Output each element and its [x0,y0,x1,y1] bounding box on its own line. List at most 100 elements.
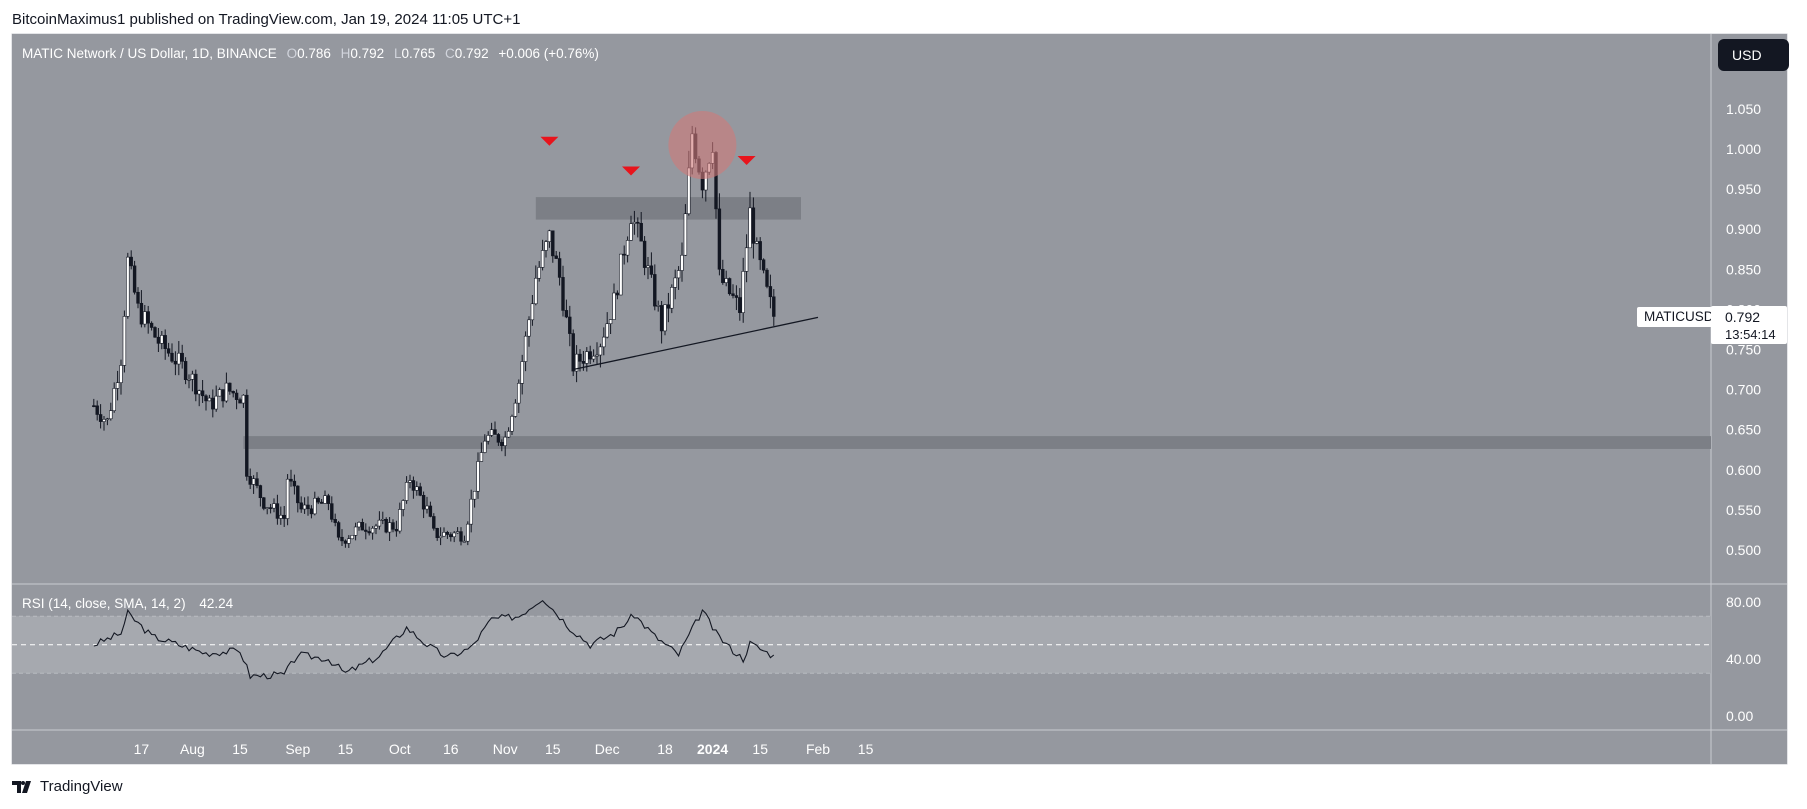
candle-down [296,485,300,504]
rsi-legend: RSI (14, close, SMA, 14, 2) 42.24 [22,596,233,611]
candle-down [581,361,586,364]
candle-up [374,525,378,529]
candle-up [279,514,283,519]
candle-up [574,353,579,372]
tradingview-brand[interactable]: TradingView [12,778,123,795]
bar-countdown: 13:54:14 [1725,327,1776,342]
candle-up [585,351,589,364]
candle-down [200,390,205,397]
candle-down [551,230,555,257]
candle-down [418,486,422,496]
currency-button[interactable]: USD [1718,39,1789,71]
candle-up [534,277,538,305]
time-tick-label: 15 [858,741,874,757]
time-tick-label: Sep [285,741,310,757]
candle-down [500,441,504,446]
candle-up [676,270,681,279]
rsi-tick-label: 0.00 [1726,708,1753,724]
candle-up [748,207,752,249]
high-value: 0.792 [350,46,385,61]
candle-down [299,502,303,510]
candle-down [636,221,640,224]
candle-down [262,497,266,509]
candle-down [316,497,320,503]
price-tick-label: 0.900 [1726,221,1761,237]
candle-up [510,416,514,432]
candle-up [438,535,443,539]
candle-down [727,278,732,295]
candle-down [238,399,242,404]
candle-up [387,522,392,533]
candle-down [421,495,426,510]
time-tick-label: Oct [389,741,411,757]
candle-down [659,305,664,332]
candle-down [98,414,103,422]
candle-up [190,373,195,380]
candle-up [472,490,477,500]
candle-down [557,258,562,278]
candle-up [197,390,201,395]
candle-down [364,529,368,532]
candle-down [568,316,572,334]
peak-marker-icon [622,166,640,176]
publisher-line: BitcoinMaximus1 published on TradingView… [12,11,521,28]
price-tick-label: 0.600 [1726,462,1761,478]
candle-down [289,478,293,482]
candle-down [772,296,776,317]
candle-down [309,508,314,515]
candle-down [180,352,184,362]
candle-down [268,507,273,509]
time-tick-label: 15 [232,741,248,757]
price-tick-label: 1.000 [1726,141,1761,157]
symbol-legend: MATIC Network / US Dollar, 1D, BINANCE O… [22,46,599,61]
candle-down [255,478,259,486]
candle-up [425,505,429,510]
candle-up [377,519,382,527]
candle-up [724,278,728,283]
price-tick-label: 0.850 [1726,261,1761,277]
candle-down [765,269,769,287]
candle-down [445,531,450,535]
time-tick-label: Nov [493,741,518,757]
candles-group [92,125,776,548]
candle-down [571,333,575,372]
candle-down [173,360,178,365]
candle-down [306,504,310,510]
candle-up [112,388,116,411]
candle-up [404,482,409,501]
candle-up [469,498,473,525]
candle-down [642,240,647,268]
candle-up [207,397,212,402]
candle-up [656,305,660,307]
time-tick-label: 15 [752,741,768,757]
close-label: C [445,46,455,61]
candle-down [649,265,654,275]
candle-up [109,410,113,420]
candle-down [245,394,249,477]
candle-up [605,323,609,338]
candle-up [272,503,276,509]
candle-up [506,430,511,438]
open-label: O [286,46,298,61]
candle-up [251,478,256,485]
candle-up [455,531,460,534]
candle-up [670,287,674,309]
candle-down [384,519,388,533]
candle-up [105,418,110,421]
candle-down [435,527,439,539]
candle-up [517,383,521,404]
candle-down [95,405,99,415]
candle-up [442,531,446,537]
candle-up [540,250,545,268]
candle-up [744,247,749,272]
candle-down [459,531,463,542]
candle-up [177,352,181,365]
candle-up [122,316,127,366]
candle-up [160,335,164,344]
candle-up [683,213,688,256]
candle-up [466,523,470,542]
price-tick-label: 0.950 [1726,181,1761,197]
candle-down [163,335,167,349]
candle-down [136,291,140,304]
